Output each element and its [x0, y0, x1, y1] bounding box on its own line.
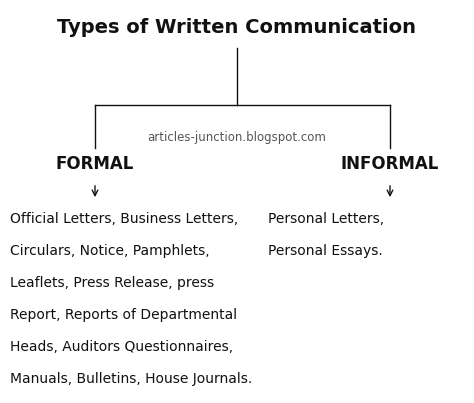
- Text: Circulars, Notice, Pamphlets,: Circulars, Notice, Pamphlets,: [10, 244, 210, 258]
- Text: INFORMAL: INFORMAL: [341, 155, 439, 173]
- Text: FORMAL: FORMAL: [56, 155, 134, 173]
- Text: articles-junction.blogspot.com: articles-junction.blogspot.com: [147, 131, 327, 145]
- Text: Heads, Auditors Questionnaires,: Heads, Auditors Questionnaires,: [10, 340, 233, 354]
- Text: Leaflets, Press Release, press: Leaflets, Press Release, press: [10, 276, 214, 290]
- Text: Report, Reports of Departmental: Report, Reports of Departmental: [10, 308, 237, 322]
- Text: Personal Letters,: Personal Letters,: [268, 212, 384, 226]
- Text: Official Letters, Business Letters,: Official Letters, Business Letters,: [10, 212, 238, 226]
- Text: Personal Essays.: Personal Essays.: [268, 244, 383, 258]
- Text: Types of Written Communication: Types of Written Communication: [57, 18, 417, 37]
- Text: Manuals, Bulletins, House Journals.: Manuals, Bulletins, House Journals.: [10, 372, 252, 386]
